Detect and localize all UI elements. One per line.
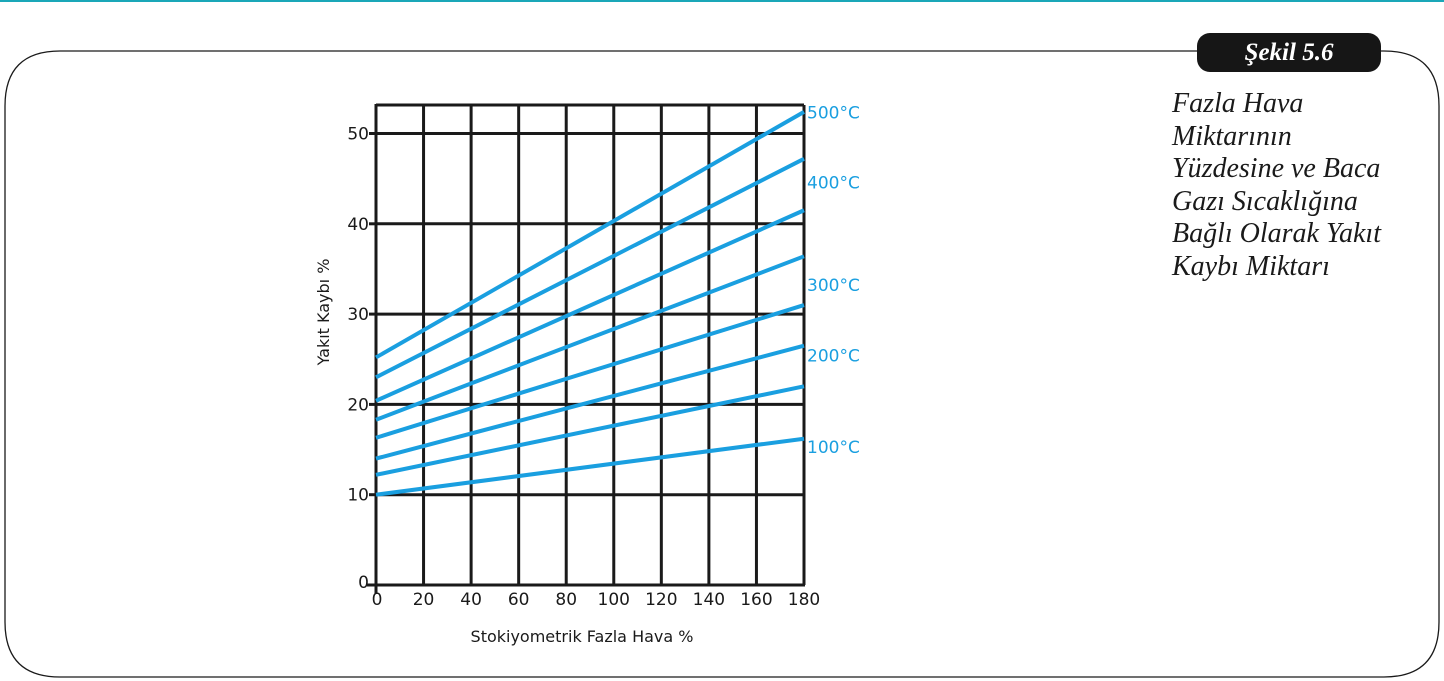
- caption-line: Gazı Sıcaklığına: [1172, 185, 1358, 217]
- series-line: [375, 436, 805, 497]
- figure-number-badge: Şekil 5.6: [1197, 33, 1381, 72]
- y-tick-label: 20: [347, 395, 369, 415]
- x-tick-label: 140: [693, 590, 725, 610]
- caption-line: Kaybı Miktarı: [1172, 250, 1330, 282]
- y-axis-label: Yakıt Kaybı %: [314, 259, 333, 367]
- temperature-labels: 500°C 400°C 300°C 200°C 100°C: [807, 104, 860, 458]
- temperature-label: 300°C: [807, 276, 860, 296]
- caption-line: Fazla Hava: [1172, 88, 1304, 119]
- x-tick-label: 40: [460, 590, 482, 610]
- series-line: [375, 343, 805, 461]
- chart-ticks: 0 20 40 60 80 100 120 140 160 180 0 10 20 30 40 50: [347, 125, 820, 611]
- chart-series: [375, 110, 805, 497]
- x-tick-label: 60: [508, 590, 530, 610]
- series-line: [375, 384, 805, 477]
- x-tick-label: 0: [372, 590, 383, 610]
- temperature-label: 400°C: [807, 173, 860, 193]
- x-tick-label: 160: [740, 590, 772, 610]
- temperature-label: 100°C: [807, 438, 860, 458]
- x-tick-label: 20: [413, 590, 435, 610]
- top-accent-rule: [0, 0, 1444, 2]
- x-tick-label: 100: [598, 590, 630, 610]
- y-tick-label: 50: [347, 125, 369, 145]
- y-tick-label: 10: [347, 486, 369, 506]
- x-tick-label: 180: [788, 590, 820, 610]
- y-tick-label: 40: [347, 215, 369, 235]
- temperature-label: 500°C: [807, 104, 860, 124]
- y-tick-label: 30: [347, 305, 369, 325]
- x-tick-label: 80: [555, 590, 577, 610]
- series-line: [375, 157, 805, 380]
- series-line: [375, 254, 805, 422]
- caption-line: Miktarının: [1172, 120, 1292, 152]
- temperature-label: 200°C: [807, 347, 860, 367]
- x-tick-label: 120: [645, 590, 677, 610]
- series-line: [375, 208, 805, 403]
- caption-line: Yüzdesine ve Baca: [1172, 153, 1381, 185]
- y-tick-label: 0: [358, 573, 369, 593]
- caption-line: Bağlı Olarak Yakıt: [1172, 218, 1381, 250]
- figure-caption: Fazla Hava Miktarının Yüzdesine ve Baca …: [1172, 88, 1434, 284]
- x-axis-label: Stokiyometrik Fazla Hava %: [471, 627, 694, 646]
- series-line: [375, 110, 805, 360]
- series-line: [375, 303, 805, 440]
